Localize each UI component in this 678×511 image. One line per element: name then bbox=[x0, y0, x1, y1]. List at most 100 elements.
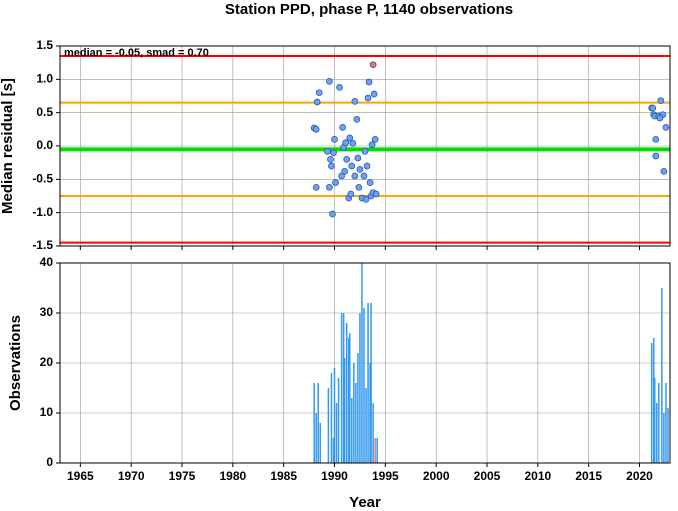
point bbox=[346, 134, 354, 142]
bar bbox=[319, 423, 322, 463]
x-tick-label: 2010 bbox=[524, 469, 551, 483]
bar bbox=[343, 358, 346, 463]
x-tick-label: 2020 bbox=[626, 469, 653, 483]
annotation: median = -0.05, smad = 0.70 bbox=[64, 47, 209, 59]
point bbox=[342, 139, 350, 147]
bar bbox=[661, 288, 663, 463]
plot-frame bbox=[59, 45, 671, 247]
y-tick-label: 30 bbox=[40, 305, 54, 319]
point bbox=[351, 172, 359, 180]
bar bbox=[656, 403, 658, 463]
bar bbox=[654, 378, 656, 463]
point bbox=[351, 97, 359, 105]
point bbox=[312, 125, 320, 133]
bar bbox=[349, 333, 351, 463]
point bbox=[353, 115, 361, 123]
bar bbox=[337, 378, 340, 463]
y-tick-label: 40 bbox=[40, 255, 54, 269]
point bbox=[313, 98, 321, 106]
point bbox=[369, 61, 377, 69]
bar bbox=[317, 383, 319, 463]
bar bbox=[370, 303, 372, 463]
point bbox=[354, 154, 362, 162]
bar bbox=[342, 313, 345, 463]
bar bbox=[333, 368, 336, 463]
y-tick-label: -0.5 bbox=[32, 172, 53, 186]
point bbox=[329, 210, 336, 218]
point bbox=[371, 135, 379, 143]
point bbox=[348, 162, 356, 170]
x-tick-label: 2015 bbox=[575, 469, 602, 483]
bar bbox=[345, 323, 348, 463]
plot-frame bbox=[59, 262, 671, 464]
point bbox=[343, 155, 351, 163]
bar bbox=[363, 308, 365, 463]
x-tick-label: 2005 bbox=[474, 469, 501, 483]
point bbox=[657, 97, 665, 105]
bar bbox=[650, 343, 653, 463]
point bbox=[336, 83, 343, 91]
bar bbox=[667, 408, 669, 463]
bar bbox=[340, 313, 343, 463]
point bbox=[315, 89, 323, 97]
chart-title: Station PPD, phase P, 1140 observations bbox=[225, 1, 513, 18]
bar bbox=[665, 383, 667, 463]
y-tick-label: 0 bbox=[46, 455, 53, 469]
point bbox=[326, 77, 333, 85]
point bbox=[332, 179, 339, 187]
y-axis-label: Observations bbox=[7, 315, 24, 411]
bar bbox=[361, 263, 363, 463]
point bbox=[338, 172, 345, 180]
y-tick-label: -1.5 bbox=[32, 238, 53, 252]
point bbox=[349, 139, 357, 147]
point bbox=[355, 183, 363, 191]
y-tick-label: 0.5 bbox=[36, 105, 53, 119]
point bbox=[328, 162, 335, 170]
point bbox=[372, 190, 380, 198]
bar bbox=[353, 363, 355, 463]
y-tick-label: 1.5 bbox=[36, 38, 53, 52]
point bbox=[365, 78, 373, 86]
x-tick-label: 1995 bbox=[372, 469, 399, 483]
bar bbox=[652, 338, 655, 463]
x-tick-label: 1965 bbox=[67, 469, 94, 483]
bar bbox=[369, 363, 371, 463]
bar bbox=[313, 383, 315, 463]
point bbox=[331, 135, 338, 143]
point bbox=[363, 162, 371, 170]
point bbox=[366, 179, 374, 187]
bar bbox=[355, 383, 357, 463]
x-axis-label: Year bbox=[349, 494, 381, 511]
bar bbox=[347, 338, 350, 463]
x-tick-label: 2000 bbox=[423, 469, 450, 483]
y-tick-label: 1.0 bbox=[36, 72, 53, 86]
bar bbox=[330, 373, 333, 463]
bar bbox=[365, 388, 367, 463]
point bbox=[368, 141, 376, 149]
bar bbox=[359, 313, 361, 463]
point bbox=[652, 135, 660, 143]
y-tick-label: 10 bbox=[40, 405, 54, 419]
point bbox=[370, 90, 378, 98]
bar bbox=[332, 438, 335, 463]
point bbox=[660, 167, 668, 175]
bar bbox=[374, 438, 376, 463]
y-axis-label: Median residual [s] bbox=[0, 78, 16, 214]
point bbox=[341, 167, 349, 175]
x-tick-label: 1985 bbox=[270, 469, 297, 483]
bar bbox=[367, 303, 369, 463]
point bbox=[364, 94, 372, 102]
point bbox=[356, 165, 364, 173]
x-tick-label: 1990 bbox=[321, 469, 348, 483]
point bbox=[347, 190, 355, 198]
bar bbox=[357, 353, 359, 463]
bar bbox=[663, 413, 665, 463]
x-tick-label: 1975 bbox=[169, 469, 196, 483]
bar bbox=[351, 398, 353, 463]
point bbox=[360, 172, 368, 180]
point bbox=[339, 123, 346, 131]
point bbox=[324, 147, 331, 155]
x-tick-label: 1970 bbox=[118, 469, 145, 483]
point bbox=[361, 147, 369, 155]
